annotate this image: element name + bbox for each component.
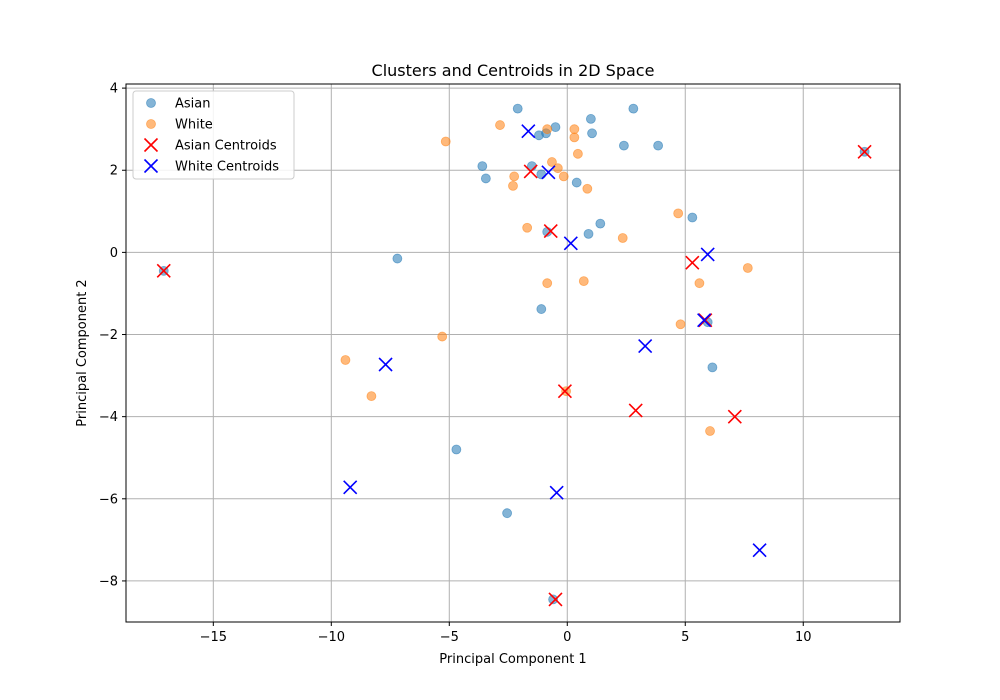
chart-title: Clusters and Centroids in 2D Space xyxy=(372,61,655,80)
asian-point xyxy=(502,508,513,519)
x-tick-label: 5 xyxy=(681,630,689,645)
asian-point xyxy=(653,140,664,151)
asian-point xyxy=(583,229,594,239)
asian-point xyxy=(628,103,639,114)
white-point xyxy=(569,132,580,143)
x-axis-label: Principal Component 1 xyxy=(439,652,586,667)
y-tick-label: −8 xyxy=(99,574,118,589)
x-tick-label: −5 xyxy=(440,630,459,645)
asian-centroids-point xyxy=(698,313,713,328)
white-centroids-point xyxy=(697,313,712,328)
x-tick-label: 0 xyxy=(563,630,571,645)
legend-box xyxy=(132,90,295,180)
white-centroids-point xyxy=(563,236,578,251)
white-point xyxy=(508,180,518,191)
white-point xyxy=(561,386,571,397)
white-point xyxy=(495,120,505,130)
white-centroids-point xyxy=(700,247,715,262)
asian-point xyxy=(571,177,582,188)
y-tick-label: 4 xyxy=(110,82,118,97)
asian-point xyxy=(707,362,718,373)
asian-centroids-point xyxy=(543,223,558,239)
white-point xyxy=(542,278,553,289)
y-tick-label: 2 xyxy=(110,164,118,179)
x-tick-label: −15 xyxy=(200,630,227,645)
x-tick-label: 10 xyxy=(795,630,812,645)
asian-centroids-point xyxy=(685,255,700,270)
white-point xyxy=(694,278,705,289)
y-tick-label: −2 xyxy=(99,328,118,343)
asian-centroids-point xyxy=(156,263,171,278)
white-point xyxy=(617,233,628,243)
asian-point xyxy=(536,304,547,314)
asian-point xyxy=(480,173,491,184)
asian-point xyxy=(595,218,606,229)
white-point xyxy=(673,208,684,219)
y-tick-label: 0 xyxy=(110,246,118,261)
asian-point xyxy=(392,253,403,264)
asian-point xyxy=(587,128,597,139)
asian-point xyxy=(512,103,523,114)
white-centroids-point xyxy=(752,543,767,558)
y-tick-label: −4 xyxy=(99,410,118,425)
asian-centroids-point xyxy=(557,384,572,399)
legend-label-white-centroids: White Centroids xyxy=(175,160,279,175)
white-centroids-point xyxy=(378,357,393,372)
plot-frame xyxy=(125,83,901,623)
white-point xyxy=(705,426,715,436)
asian-point xyxy=(585,114,596,124)
white-centroids-point xyxy=(521,124,536,139)
white-point xyxy=(440,136,451,147)
legend-label-asian: Asian xyxy=(175,97,210,112)
white-point xyxy=(569,124,580,135)
asian-point xyxy=(477,161,488,172)
y-tick-label: −6 xyxy=(99,492,118,507)
legend: Asian White Asian Centroids White Centroids xyxy=(132,90,295,180)
white-point xyxy=(437,331,448,342)
series-white xyxy=(340,120,753,436)
asian-point xyxy=(550,122,561,133)
white-point xyxy=(547,157,557,167)
series-white-centroids xyxy=(343,124,767,558)
legend-label-white: White xyxy=(175,118,213,133)
legend-marker-white xyxy=(146,119,156,129)
asian-point xyxy=(548,594,559,605)
series-asian-centroids xyxy=(156,144,872,607)
white-point xyxy=(742,263,753,273)
white-point xyxy=(542,124,553,135)
asian-centroids-point xyxy=(548,592,563,607)
legend-marker-asian xyxy=(146,98,156,108)
white-point xyxy=(366,391,377,402)
data-points xyxy=(156,103,872,607)
white-point xyxy=(572,148,583,159)
axis-ticks: −15 −10 −5 0 5 10 −8 −6 −4 −2 0 2 4 xyxy=(99,82,812,645)
white-point xyxy=(340,355,351,365)
legend-label-asian-centroids: Asian Centroids xyxy=(175,139,277,154)
y-axis-label: Principal Component 2 xyxy=(75,279,90,426)
white-centroids-point xyxy=(343,480,358,495)
grid xyxy=(126,84,900,622)
x-tick-label: −10 xyxy=(318,630,345,645)
white-point xyxy=(509,171,520,182)
asian-centroids-point xyxy=(523,164,538,179)
legend-marker-asian-centroids xyxy=(143,137,159,153)
white-point xyxy=(578,276,589,287)
white-point xyxy=(522,222,533,233)
white-point xyxy=(558,171,569,182)
asian-point xyxy=(687,212,698,223)
legend-marker-white-centroids xyxy=(143,158,159,174)
white-centroids-point xyxy=(549,485,564,500)
white-point xyxy=(675,319,686,330)
asian-centroids-point xyxy=(628,403,643,418)
asian-centroids-point xyxy=(857,144,872,159)
asian-point xyxy=(619,140,629,151)
white-centroids-point xyxy=(541,165,556,180)
asian-centroids-point xyxy=(727,409,742,424)
asian-point xyxy=(536,169,547,180)
white-point xyxy=(582,183,593,194)
white-point xyxy=(552,163,563,174)
asian-point xyxy=(451,444,462,455)
white-centroids-point xyxy=(638,338,653,354)
